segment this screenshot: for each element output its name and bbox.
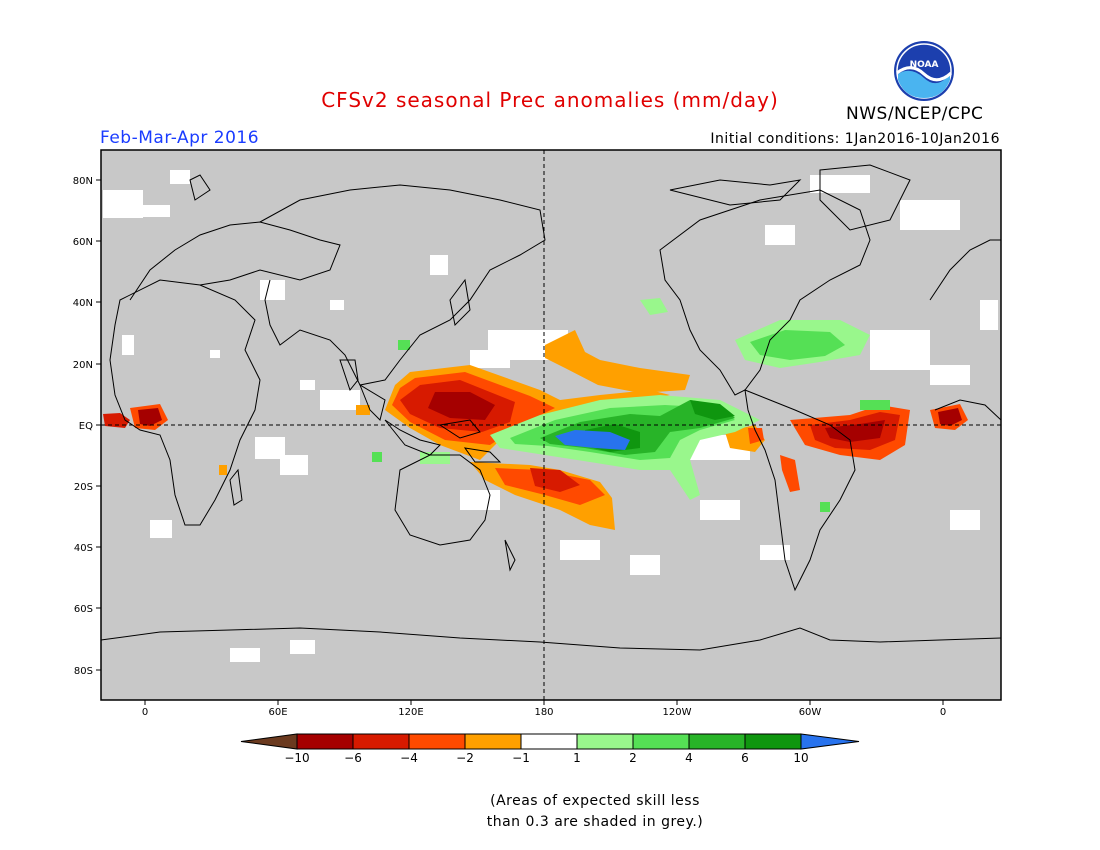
colorbar-label: −1: [512, 751, 530, 765]
lon-label: 120E: [398, 707, 423, 718]
colorbar-label: −4: [400, 751, 418, 765]
lat-label: 20N: [73, 360, 93, 371]
lon-axis: 0 60E 120E 180 120W 60W 0: [142, 700, 946, 718]
colorbar-swatch: [744, 733, 802, 750]
lat-label: 80S: [74, 666, 93, 677]
agency-label: NWS/NCEP/CPC: [846, 104, 984, 124]
lat-label: EQ: [79, 421, 93, 432]
colorbar-arrow-high: [800, 733, 860, 750]
colorbar-swatch: [576, 733, 634, 750]
colorbar-swatch: [352, 733, 410, 750]
lat-label: 20S: [74, 482, 93, 493]
colorbar-label: 2: [629, 751, 637, 765]
colorbar-arrow-low: [240, 733, 298, 750]
colorbar-swatch: [520, 733, 578, 750]
colorbar-label: −10: [284, 751, 309, 765]
lon-label: 0: [940, 707, 946, 718]
logo-text: NOAA: [910, 60, 939, 70]
map-title: CFSv2 seasonal Prec anomalies (mm/day): [0, 88, 1100, 112]
lat-label: 60N: [73, 237, 93, 248]
lat-label: 40N: [73, 298, 93, 309]
dry-anomalies: [103, 330, 968, 530]
season-label: Feb-Mar-Apr 2016: [100, 128, 260, 148]
colorbar-label: −6: [344, 751, 362, 765]
colorbar-label: −2: [456, 751, 474, 765]
skill-note: (Areas of expected skill less than 0.3 a…: [0, 791, 1100, 833]
lon-label: 120W: [663, 707, 692, 718]
lon-label: 60W: [799, 707, 822, 718]
note-line: (Areas of expected skill less: [490, 793, 700, 809]
title-text: CFSv2 seasonal Prec anomalies (mm/day): [321, 88, 779, 112]
lat-label: 80N: [73, 176, 93, 187]
colorbar-swatch: [296, 733, 354, 750]
coastlines: [100, 164, 1002, 651]
initial-conditions-label: Initial conditions: 1Jan2016-10Jan2016: [710, 131, 1000, 147]
colorbar-label: 6: [741, 751, 749, 765]
colorbar-swatch: [464, 733, 522, 750]
wet-anomalies: [372, 298, 890, 512]
colorbar-label: 4: [685, 751, 693, 765]
lat-label: 40S: [74, 543, 93, 554]
noaa-logo-icon: NOAA: [894, 41, 954, 101]
colorbar-swatch: [632, 733, 690, 750]
colorbar-label: 10: [793, 751, 808, 765]
colorbar-label: 1: [573, 751, 581, 765]
lon-label: 180: [534, 707, 553, 718]
lon-label: 0: [142, 707, 148, 718]
note-line: than 0.3 are shaded in grey.): [486, 814, 704, 830]
lat-axis: 80N 60N 40N 20N EQ 20S 40S 60S 80S: [73, 176, 101, 677]
colorbar: −10 −6 −4 −2 −1 1 2 4 6 10: [240, 733, 860, 765]
lat-label: 60S: [74, 604, 93, 615]
lon-label: 60E: [268, 707, 287, 718]
colorbar-swatch: [408, 733, 466, 750]
colorbar-swatch: [688, 733, 746, 750]
